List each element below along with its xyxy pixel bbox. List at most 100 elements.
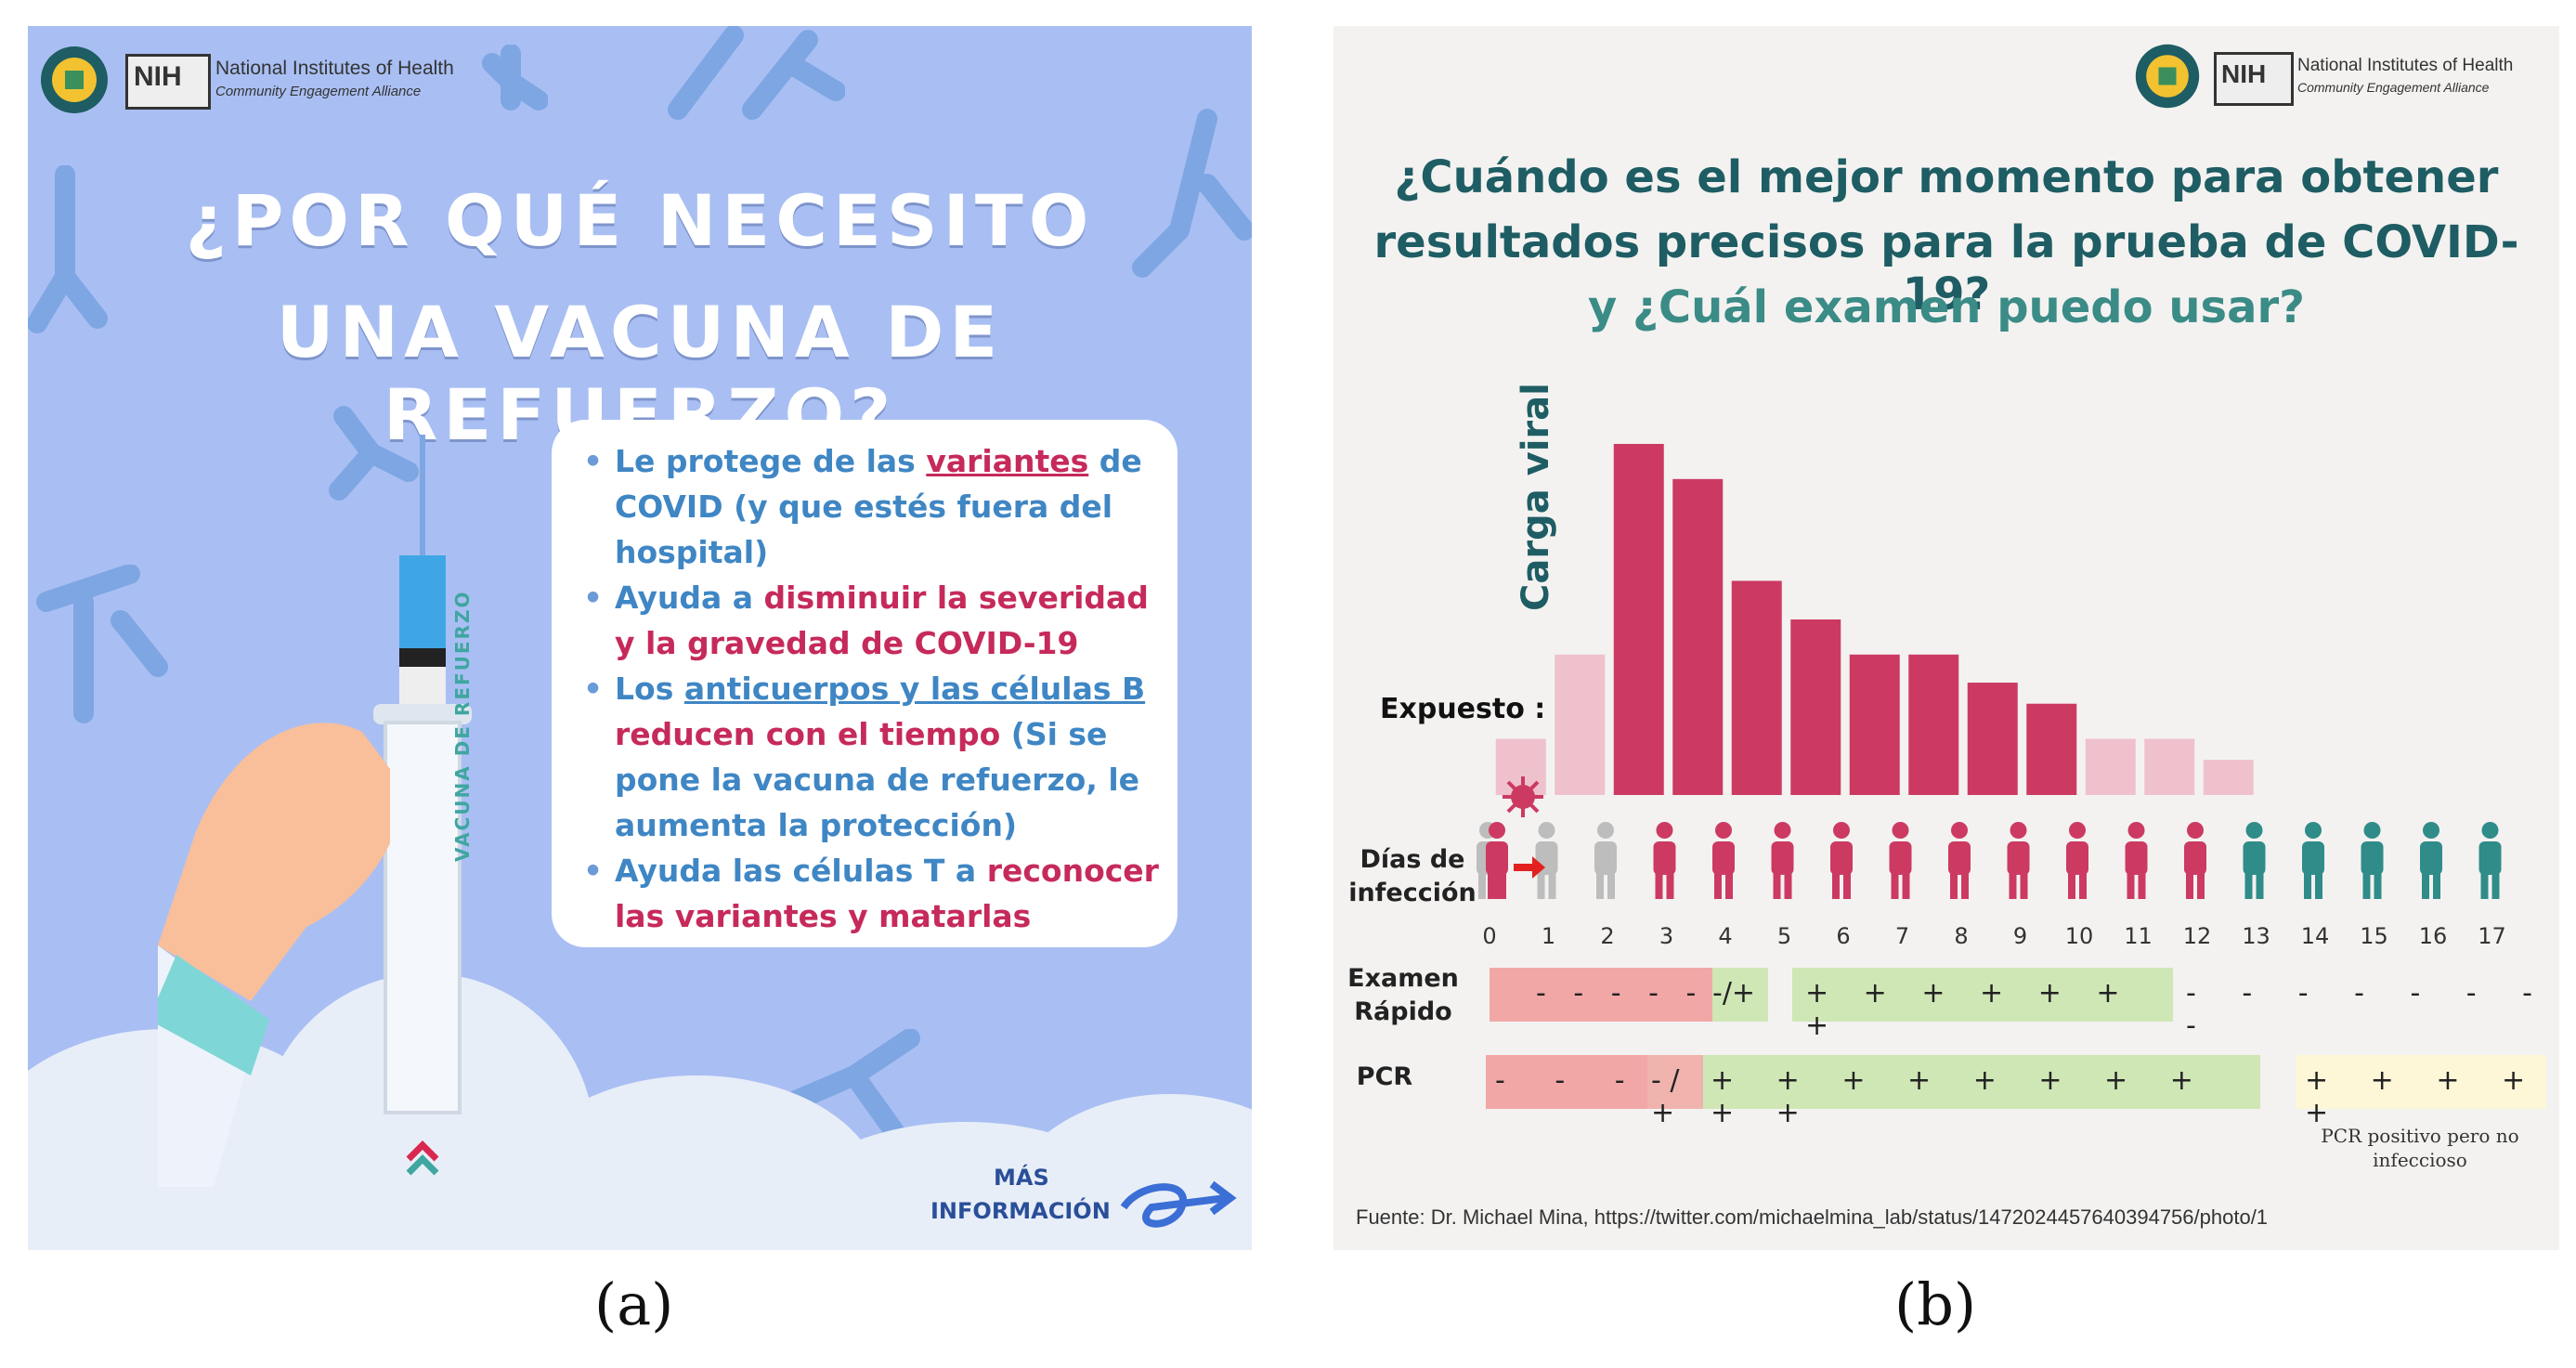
day-label: 6	[1836, 923, 1851, 949]
pcr-note: PCR positivo pero no infeccioso	[2321, 1125, 2519, 1171]
day-label: 9	[2012, 923, 2028, 949]
pcr-row-label: PCR	[1356, 1062, 1413, 1091]
rapid-uncertain-text: -/+	[1712, 977, 1756, 1010]
day-label: 15	[2360, 923, 2388, 949]
person-icon	[1948, 822, 1971, 899]
pcr-after-band: + + + + +	[2296, 1055, 2546, 1129]
bar-day-6	[1849, 654, 1900, 795]
nih-name: National Institutes of Health	[215, 58, 454, 79]
title-line-1: ¿POR QUÉ NECESITO	[185, 179, 1095, 262]
pcr-negative-text: - - -	[1495, 1064, 1646, 1097]
days-row-label: Días de infección	[1343, 843, 1482, 910]
rapid-negative-band: - - - - -	[1490, 968, 1712, 1022]
bullet-link-antibodies[interactable]: anticuerpos y las células B	[683, 671, 1146, 707]
nih-abbr: NIH	[2221, 59, 2267, 88]
bar-day-11	[2144, 738, 2195, 795]
list-item: Los anticuerpos y las células B reducen …	[579, 666, 1164, 848]
bullet-text: de COVID (y que estés fuera del hospital…	[615, 443, 1142, 570]
source-citation[interactable]: Fuente: Dr. Michael Mina, https://twitte…	[1356, 1205, 2269, 1229]
days-label-line2: infección	[1348, 879, 1477, 907]
panel-a-booster-infographic: NIH National Institutes of Health Commun…	[28, 26, 1252, 1250]
day-label: 16	[2418, 923, 2448, 949]
benefits-list: Le protege de las variantes de COVID (y …	[579, 438, 1164, 939]
person-icon	[2243, 822, 2266, 899]
pcr-uncertain-band: - / +	[1647, 1055, 1703, 1129]
bullet-text: Los	[615, 671, 684, 707]
list-item: Ayuda a disminuir la severidad y la grav…	[579, 575, 1164, 666]
bar-day-8	[1967, 683, 2018, 795]
nih-abbr: NIH	[134, 61, 182, 92]
panel-b-test-timing-infographic: NIH National Institutes of Health Commun…	[1334, 26, 2559, 1250]
day-label: 8	[1954, 923, 1969, 949]
more-info-line2[interactable]: INFORMACIÓN	[930, 1198, 1111, 1224]
day-label: 0	[1482, 923, 1497, 949]
bullet-link-variants[interactable]: variantes	[926, 443, 1089, 479]
person-icon	[2478, 822, 2502, 899]
day-label: 3	[1659, 923, 1674, 949]
person-icon	[1653, 822, 1676, 899]
day-label: 10	[2064, 923, 2094, 949]
syringe-label: VACUNA DE REFUERZO	[451, 590, 474, 862]
pcr-negative-band: - - -	[1486, 1055, 1647, 1109]
nih-logo: NIH National Institutes of Health Commun…	[2132, 41, 2559, 115]
nih-badge	[2214, 52, 2294, 106]
day-label: 5	[1776, 923, 1792, 949]
pcr-after-text: + + + + +	[2305, 1064, 2543, 1129]
rapid-after-band: - - - - - - - -	[2186, 968, 2557, 1042]
day-label: 14	[2300, 923, 2330, 949]
rapid-after-text: - - - - - - - -	[2186, 977, 2551, 1042]
pcr-positive-text: + + + + + + + + + +	[1711, 1064, 2210, 1129]
person-icon	[1771, 822, 1794, 899]
person-icon	[2007, 822, 2030, 899]
pcr-positive-band: + + + + + + + + + +	[1703, 1055, 2260, 1129]
rapid-uncertain-band: -/+	[1712, 968, 1768, 1022]
bullet-text: Le protege de las	[615, 443, 927, 479]
bullet-text: reducen con el tiempo	[615, 716, 1001, 752]
cea-seal-icon	[41, 46, 108, 113]
bar-day-12	[2203, 760, 2254, 795]
benefits-card: Le protege de las variantes de COVID (y …	[552, 420, 1177, 947]
bullet-text: reconocer las variantes y matarlas	[615, 853, 1159, 934]
bullet-text: disminuir la severidad y la gravedad de …	[615, 580, 1149, 661]
arrow-right-icon[interactable]	[1114, 1170, 1244, 1235]
day-label: 4	[1718, 923, 1733, 949]
antibody-icon	[482, 45, 548, 111]
bar-day-3	[1672, 478, 1724, 795]
bar-day-10	[2085, 738, 2136, 795]
nih-subtitle: Community Engagement Alliance	[2297, 80, 2490, 95]
bar-day-2	[1613, 444, 1664, 795]
bar-day-1	[1555, 654, 1606, 795]
rapid-positive-band: + + + + + + +	[1792, 968, 2173, 1042]
day-label: 2	[1600, 923, 1615, 949]
nih-logo: NIH National Institutes of Health Commun…	[37, 43, 501, 117]
bar-day-7	[1908, 654, 1959, 795]
days-label-line1: Días de	[1360, 845, 1465, 874]
cea-seal-icon	[2135, 44, 2200, 109]
virus-icon	[1503, 776, 1543, 817]
day-label: 1	[1541, 923, 1556, 949]
viral-load-chart	[1477, 444, 2502, 899]
caption-b: (b)	[1894, 1270, 1977, 1338]
person-icon	[2420, 822, 2442, 899]
title-line-2: resultados precisos para la prueba de CO…	[1373, 216, 2519, 320]
day-label: 13	[2242, 923, 2270, 949]
person-icon	[2302, 822, 2324, 899]
person-icon	[2066, 822, 2088, 899]
person-icon	[1889, 822, 1912, 899]
nih-subtitle: Community Engagement Alliance	[215, 84, 422, 99]
person-icon	[1712, 822, 1735, 899]
arrow-right-icon	[1514, 856, 1545, 879]
title-line-3: y ¿Cuál examen puedo usar?	[1588, 281, 2305, 333]
caption-a: (a)	[594, 1270, 674, 1338]
rapid-positive-text: + + + + + + +	[1805, 977, 2133, 1042]
bullet-text: (Si se pone la vacuna de refuerzo, le au…	[615, 716, 1140, 843]
rapid-row-label: Examen Rápido	[1334, 962, 1473, 1029]
antibody-icon	[28, 165, 108, 333]
exposed-person-icon	[1486, 822, 1508, 899]
syringe-hand-illustration	[158, 435, 472, 1187]
rapid-negative-text: - - - - -	[1536, 977, 1706, 1010]
day-label: 11	[2124, 923, 2153, 949]
bar-day-9	[2026, 703, 2077, 795]
rapid-label-line1: Examen	[1347, 964, 1459, 993]
more-info-line1[interactable]: MÁS	[994, 1165, 1049, 1191]
